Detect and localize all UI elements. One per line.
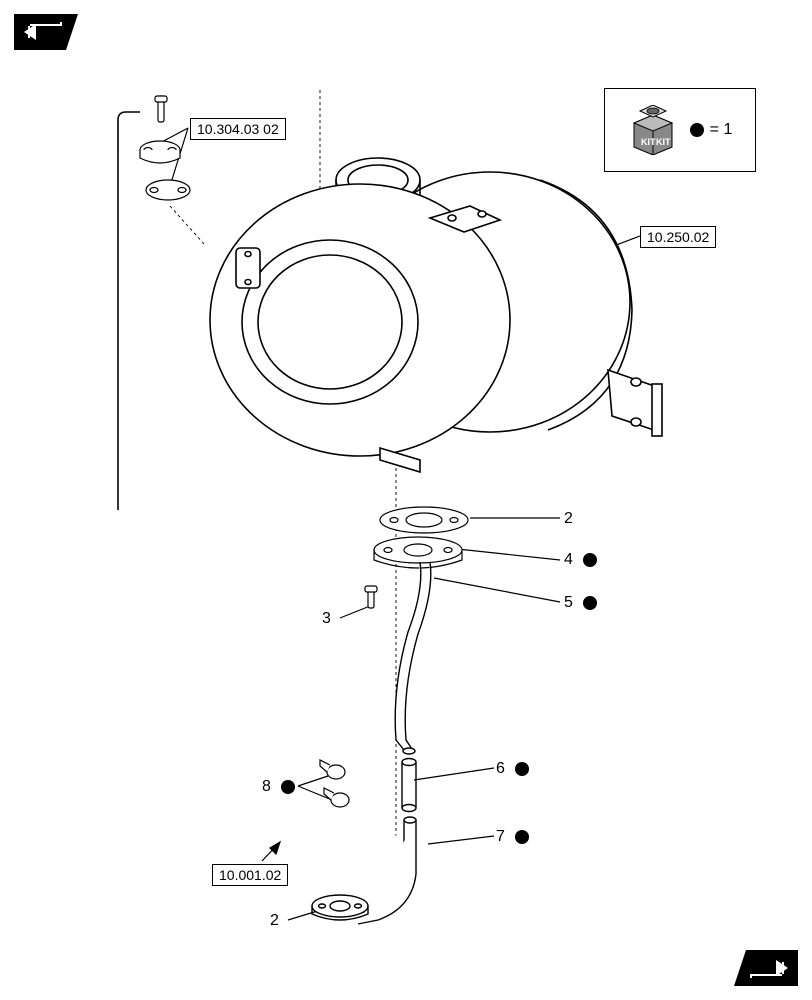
callout-3: 3 [322, 610, 331, 628]
kit-equals-text: = 1 [710, 121, 733, 139]
ref-box-top: 10.304.03 02 [190, 118, 286, 140]
kit-legend-box: KIT KIT = 1 [604, 88, 756, 172]
svg-text:KIT: KIT [641, 137, 656, 147]
nav-back-icon[interactable] [14, 14, 78, 50]
dot-icon [515, 762, 529, 776]
dot-icon [281, 780, 295, 794]
svg-text:KIT: KIT [656, 137, 671, 147]
callout-2-bottom: 2 [270, 912, 279, 930]
kit-dot-icon [690, 123, 704, 137]
callout-7: 7 [496, 828, 529, 846]
kit-icon: KIT KIT [628, 105, 678, 155]
kit-equals: = 1 [690, 121, 733, 139]
callout-5: 5 [564, 594, 597, 612]
callout-8: 8 [262, 778, 295, 796]
callout-4: 4 [564, 551, 597, 569]
ref-box-turbo: 10.250.02 [640, 226, 716, 248]
callout-6: 6 [496, 760, 529, 778]
ref-box-bottom: 10.001.02 [212, 864, 288, 886]
dot-icon [583, 596, 597, 610]
dot-icon [583, 553, 597, 567]
dot-icon [515, 830, 529, 844]
callout-2-top: 2 [564, 510, 573, 528]
nav-forward-icon[interactable] [734, 950, 798, 986]
